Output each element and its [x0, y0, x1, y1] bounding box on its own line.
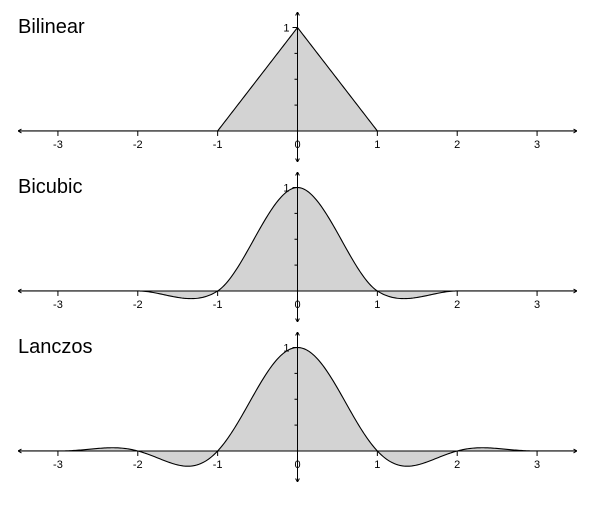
x-tick-label: 2: [454, 299, 460, 311]
x-tick-label: -2: [133, 139, 143, 151]
panel-title: Bicubic: [18, 176, 82, 199]
chart-panel-bilinear: Bilinear -3 -2 -1 0 1 2 3 1: [18, 12, 577, 162]
x-tick-label: 1: [374, 299, 380, 311]
panel-title: Lanczos: [18, 336, 93, 359]
x-tick-label: 0: [294, 459, 300, 471]
x-tick-label: -2: [133, 459, 143, 471]
x-tick-label: 1: [374, 459, 380, 471]
x-tick-label: -2: [133, 299, 143, 311]
x-tick-label: 3: [534, 459, 540, 471]
panel-title: Bilinear: [18, 16, 85, 39]
panel-svg: -3-2-101231: [18, 332, 577, 482]
x-tick-label: -3: [53, 459, 63, 471]
x-tick-label: -1: [213, 459, 223, 471]
x-tick-label: 2: [454, 459, 460, 471]
x-tick-label: -3: [53, 139, 63, 151]
chart-grid: Bilinear -3 -2 -1 0 1 2 3 1 Bicubic -3 -2 -1 0 1 2 3 1 Lan…: [0, 0, 595, 506]
x-tick-label: 1: [374, 139, 380, 151]
x-tick-label: 3: [534, 139, 540, 151]
y-tick-label: 1: [283, 23, 289, 35]
x-tick-label: -3: [53, 299, 63, 311]
x-tick-label: -1: [213, 299, 223, 311]
x-tick-label: -1: [213, 139, 223, 151]
chart-panel-bicubic: Bicubic-3-2-101231: [18, 172, 577, 322]
x-tick-label: 2: [454, 139, 460, 151]
x-tick-label: 0: [294, 139, 300, 151]
panel-svg: -3 -2 -1 0 1 2 3 1: [18, 12, 577, 162]
chart-panel-lanczos: Lanczos-3-2-101231: [18, 332, 577, 482]
x-tick-label: 0: [294, 299, 300, 311]
panel-svg: -3-2-101231: [18, 172, 577, 322]
x-tick-label: 3: [534, 299, 540, 311]
